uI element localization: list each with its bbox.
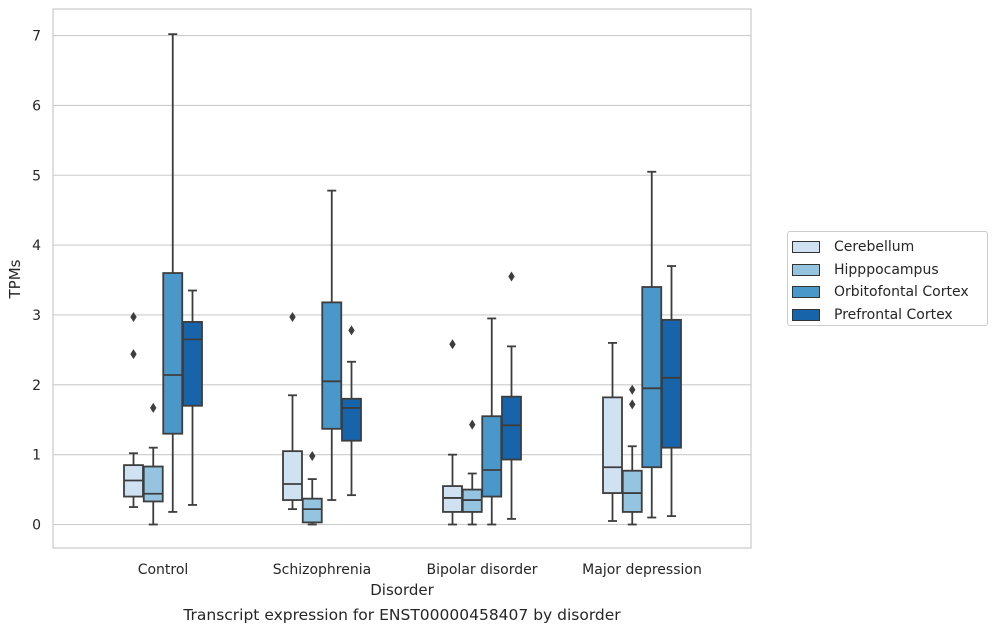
box-body-prefrontal-cortex-schizophrenia	[341, 397, 362, 442]
box-body-hipppocampus-control	[142, 465, 164, 503]
outlier-hipppocampus-major-depression-0	[629, 399, 636, 410]
x-tick-label-schizophrenia: Schizophrenia	[273, 562, 371, 578]
legend-item-cerebellum: Cerebellum	[792, 236, 987, 259]
outlier-cerebellum-control-0	[130, 312, 137, 323]
outlier-hipppocampus-control-0	[150, 402, 157, 413]
plot-area-frame	[52, 8, 752, 549]
box-hipppocampus-bipolar-disorder	[461, 419, 483, 526]
chart-title: Transcript expression for ENST0000045840…	[183, 606, 621, 624]
box-hipppocampus-schizophrenia	[301, 451, 323, 526]
y-axis-label: TPMs	[6, 259, 24, 299]
outlier-hipppocampus-major-depression-1	[629, 384, 636, 395]
y-tick-label-7: 7	[32, 29, 41, 45]
box-prefrontal-cortex-control	[182, 289, 203, 506]
outlier-cerebellum-control-1	[130, 349, 137, 360]
box-hipppocampus-major-depression	[621, 384, 643, 526]
outlier-cerebellum-bipolar-disorder-0	[449, 339, 456, 350]
box-cerebellum-control	[123, 312, 144, 508]
y-tick-label-5: 5	[32, 168, 41, 184]
legend-label-cerebellum: Cerebellum	[834, 239, 915, 256]
box-series	[123, 33, 682, 526]
legend-swatch-prefrontal-cortex	[792, 308, 820, 321]
box-body-prefrontal-cortex-control	[182, 321, 203, 407]
box-hipppocampus-control	[142, 402, 164, 526]
legend-swatch-hippocampus	[792, 263, 820, 276]
legend-label-prefrontal-cortex: Prefrontal Cortex	[834, 306, 953, 323]
y-tick-labels: 0 1 2 3 4 5 6 7	[32, 29, 41, 534]
outlier-cerebellum-schizophrenia-0	[289, 312, 296, 323]
x-tick-label-major-depression: Major depression	[582, 562, 702, 578]
x-tick-label-control: Control	[138, 562, 189, 578]
box-cerebellum-major-depression	[602, 341, 623, 522]
box-prefrontal-cortex-bipolar-disorder	[501, 271, 522, 520]
box-orbitofontal-cortex-schizophrenia	[321, 189, 343, 501]
legend-item-hippocampus: Hipppocampus	[792, 259, 987, 282]
legend-item-orbitofrontal-cortex: Orbitofontal Cortex	[792, 281, 987, 304]
box-cerebellum-schizophrenia	[282, 312, 303, 511]
y-tick-label-6: 6	[32, 98, 41, 114]
outlier-hipppocampus-bipolar-disorder-0	[469, 419, 476, 430]
box-body-orbitofontal-cortex-bipolar-disorder	[481, 415, 503, 498]
legend-label-hippocampus: Hipppocampus	[834, 261, 939, 278]
box-body-cerebellum-bipolar-disorder	[442, 485, 463, 513]
y-tick-label-1: 1	[32, 448, 41, 464]
box-body-hipppocampus-schizophrenia	[301, 497, 323, 524]
legend-label-orbitofrontal-cortex: Orbitofontal Cortex	[834, 284, 969, 301]
legend-swatch-cerebellum	[792, 241, 820, 254]
box-orbitofontal-cortex-major-depression	[641, 170, 663, 519]
box-prefrontal-cortex-major-depression	[661, 265, 682, 518]
legend: Cerebellum Hipppocampus Orbitofontal Cor…	[787, 231, 988, 326]
x-tick-label-bipolar-disorder: Bipolar disorder	[426, 562, 537, 578]
box-body-hipppocampus-major-depression	[621, 469, 643, 513]
series-prefrontal-cortex	[182, 265, 682, 520]
box-prefrontal-cortex-schizophrenia	[341, 325, 362, 497]
outlier-prefrontal-cortex-schizophrenia-0	[348, 325, 355, 336]
legend-item-prefrontal-cortex: Prefrontal Cortex	[792, 304, 987, 327]
y-tick-label-0: 0	[32, 518, 41, 534]
series-cerebellum	[123, 312, 623, 526]
y-tick-label-3: 3	[32, 308, 41, 324]
box-body-orbitofontal-cortex-control	[162, 272, 184, 435]
box-body-prefrontal-cortex-major-depression	[661, 318, 682, 449]
box-body-orbitofontal-cortex-major-depression	[641, 286, 663, 469]
box-cerebellum-bipolar-disorder	[442, 339, 463, 526]
box-body-prefrontal-cortex-bipolar-disorder	[501, 395, 522, 461]
y-tick-label-2: 2	[32, 378, 41, 394]
outlier-prefrontal-cortex-bipolar-disorder-0	[508, 271, 515, 282]
y-tick-label-4: 4	[32, 238, 41, 254]
legend-swatch-orbitofrontal-cortex	[792, 286, 820, 299]
outlier-hipppocampus-schizophrenia-0	[309, 451, 316, 462]
x-tick-labels: Control Schizophrenia Bipolar disorder Majo…	[138, 562, 702, 578]
series-hipppocampus	[142, 384, 643, 526]
x-axis-label: Disorder	[370, 581, 434, 599]
box-body-cerebellum-major-depression	[602, 396, 623, 494]
box-body-cerebellum-schizophrenia	[282, 450, 303, 501]
box-body-orbitofontal-cortex-schizophrenia	[321, 301, 343, 430]
